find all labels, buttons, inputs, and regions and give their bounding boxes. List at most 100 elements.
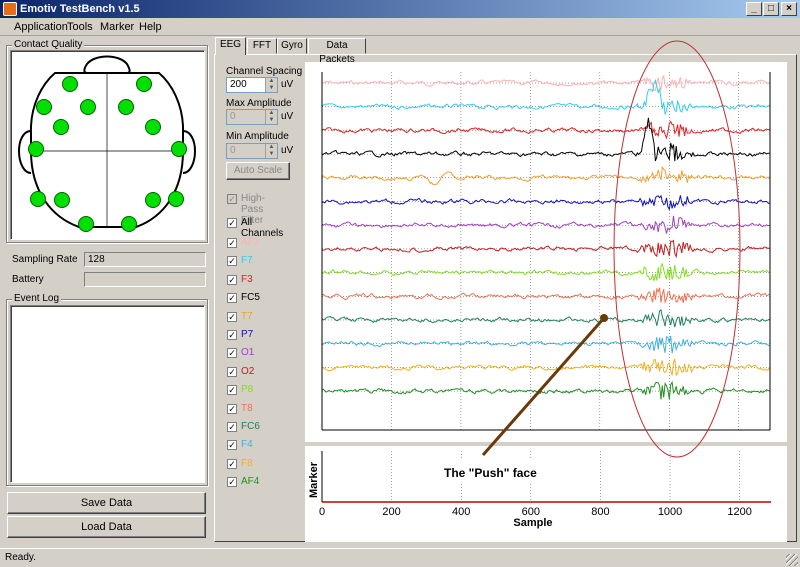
sensor-dot [145,119,161,135]
eeg-traces [321,75,770,400]
channel-name: F4 [241,439,253,451]
eeg-trace-f4 [321,335,770,354]
eeg-trace-f7 [321,78,770,115]
sensor-dot [136,76,152,92]
tab-data-packets[interactable]: Data Packets [308,38,366,65]
eeg-chart [321,72,771,431]
channel-name: O2 [241,365,255,377]
channel-check: ✓ [227,422,237,432]
channel-name: F7 [241,255,253,267]
sampling-rate-label: Sampling Rate [12,254,78,265]
tab-eeg[interactable]: EEG [215,37,246,55]
event-log-label: Event Log [12,293,62,304]
marker-tick-label: 1200 [727,506,751,518]
sampling-rate-value: 128 [84,252,206,267]
max-amplitude-unit: uV [281,111,294,122]
channel-check: ✓ [227,274,237,285]
sensor-dot [171,141,187,157]
event-log-group [6,299,208,486]
menu-marker[interactable]: Marker [100,21,135,33]
marker-tick-label: 600 [522,506,540,518]
marker-chart: Marker 0 200 400 600 800 1000 1200 Sample [308,451,771,529]
eeg-grid [321,72,770,430]
eeg-plot [305,62,787,442]
high-pass-check: ✓ [227,194,237,204]
eeg-trace-o2 [321,239,770,259]
tab-gyro[interactable]: Gyro [277,38,307,54]
eeg-trace-af4 [321,380,770,400]
sensor-dot [36,99,52,115]
all-channels-check: ✓ [227,218,237,228]
left-ear [17,130,32,174]
channel-check: ✓ [227,238,237,248]
status-bar: Ready. [0,548,800,567]
channel-spacing-input[interactable]: 200 ▲ ▼ [226,77,278,93]
channel-name: FC5 [241,292,260,304]
right-ear [182,130,197,174]
contact-quality-group [6,45,208,243]
event-log-list[interactable] [10,305,205,483]
save-data-button[interactable]: Save Data [7,492,206,514]
channel-name: O1 [241,347,255,359]
channel-check: ✓ [227,440,237,451]
channel-check: ✓ [227,458,237,469]
eeg-trace-p8 [321,262,770,282]
resize-grip[interactable] [786,554,798,566]
channel-name: P7 [241,329,254,340]
menu-help[interactable]: Help [139,21,162,33]
marker-tick-label: 0 [319,506,325,518]
sensor-dot [53,119,69,135]
marker-tick-label: 800 [591,506,609,518]
contact-quality-label: Contact Quality [12,39,85,50]
sensor-dot [54,192,70,208]
marker-tick-labels: 0 200 400 600 800 1000 1200 [319,506,752,518]
channel-check: ✓ [227,293,237,304]
battery-label: Battery [12,274,44,285]
channel-check: ✓ [227,348,237,359]
load-data-button[interactable]: Load Data [7,516,206,538]
sensor-dot [121,216,137,232]
battery-bar [84,272,206,287]
channel-name: F3 [241,273,253,285]
eeg-trace-f3 [321,120,770,140]
marker-tick-label: 1000 [658,506,682,518]
head-map-panel [10,50,205,240]
menu-bar: Application Tools Marker Help [0,18,800,36]
sensor-dot [62,76,78,92]
title-bar: Emotiv TestBench v1.5 _ □ × [0,0,800,18]
channel-name: T7 [241,310,253,322]
window-title: Emotiv TestBench v1.5 [20,3,140,15]
maximize-button[interactable]: □ [763,2,779,16]
close-button[interactable]: × [781,2,797,16]
sensor-dots [28,76,187,232]
max-amplitude-input[interactable]: 0 ▲ ▼ [226,109,278,125]
app-icon [3,2,17,16]
channel-check: ✓ [227,385,237,396]
eeg-trace-t7 [321,165,770,185]
status-text: Ready. [5,552,36,563]
channel-check: ✓ [227,403,237,414]
channel-name: T8 [241,402,253,414]
minimize-button[interactable]: _ [746,2,762,16]
channel-name: P8 [241,384,254,396]
eeg-trace-o1 [321,215,770,234]
min-amplitude-input[interactable]: 0 ▲ ▼ [226,143,278,159]
sensor-dot [168,191,184,207]
sensor-dot [118,99,134,115]
channel-check: ✓ [227,256,237,267]
tab-fft[interactable]: FFT [247,38,277,54]
channel-name: AF4 [241,476,260,488]
channel-spacing-unit: uV [281,79,294,90]
eeg-trace-p7 [321,194,770,211]
auto-scale-button[interactable]: Auto Scale [226,162,290,180]
head-nose [83,55,131,74]
channel-check: ✓ [227,366,237,377]
channel-check: ✓ [227,330,237,340]
eeg-trace-fc6 [321,309,770,328]
menu-tools[interactable]: Tools [67,21,93,33]
channel-spacing-label: Channel Spacing [226,66,303,77]
sensor-dot [30,191,46,207]
marker-grid [321,451,740,502]
menu-application[interactable]: Application [14,21,68,33]
eeg-trace-t8 [321,287,770,304]
